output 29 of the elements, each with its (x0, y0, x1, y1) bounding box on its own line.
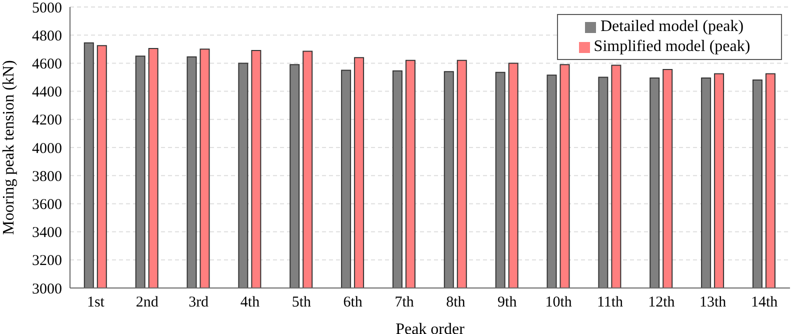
x-tick-label: 3rd (188, 294, 210, 311)
x-tick-label: 13th (700, 294, 727, 311)
legend-label: Simplified model (peak) (594, 38, 750, 55)
x-tick-label: 7th (394, 294, 414, 311)
x-tick-label: 2nd (136, 294, 159, 311)
y-tick-label: 4000 (32, 140, 62, 157)
y-tick-label: 3800 (32, 168, 62, 185)
y-tick-label: 4400 (32, 84, 62, 101)
y-tick-label: 4800 (32, 28, 62, 44)
y-axis-title: Mooring peak tension (kN) (0, 60, 18, 235)
y-tick-label: 3000 (32, 281, 62, 298)
x-tick-label: 12th (648, 294, 676, 311)
x-tick-label: 10th (545, 294, 572, 311)
x-tick-label: 11th (596, 294, 624, 311)
y-tick-label: 4600 (32, 56, 62, 73)
x-tick-label: 1st (86, 294, 106, 311)
y-tick-label: 3600 (32, 197, 62, 214)
x-tick-label: 9th (498, 294, 518, 311)
y-tick-label: 3200 (32, 253, 62, 270)
y-tick-label: 4200 (32, 112, 62, 129)
y-tick-label: 5000 (32, 0, 62, 16)
legend-label: Detailed model (peak) (600, 18, 744, 35)
x-tick-label: 6th (343, 294, 363, 311)
x-tick-label: 4th (240, 294, 260, 311)
x-tick-label: 8th (446, 294, 466, 311)
x-axis-title: Peak order (396, 321, 466, 334)
x-tick-label: 14th (750, 294, 778, 311)
y-tick-label: 3400 (32, 225, 62, 242)
x-tick-label: 5th (292, 294, 312, 311)
